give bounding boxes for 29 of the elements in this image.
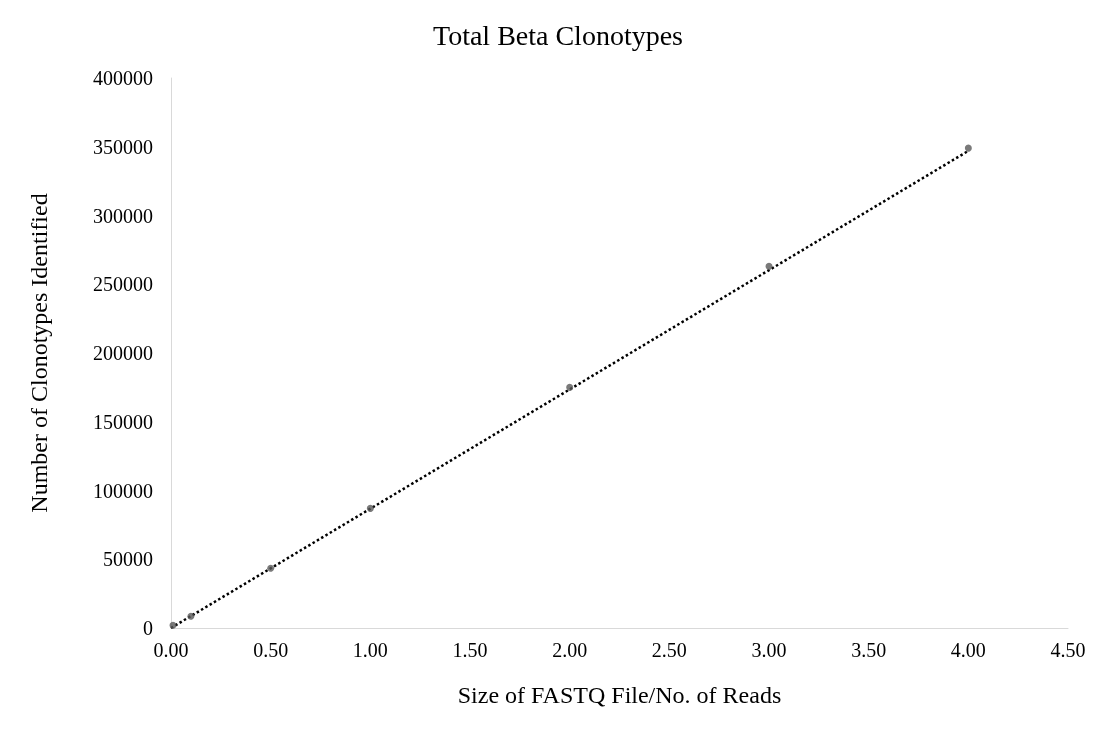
x-tick-label: 4.00 bbox=[950, 639, 986, 661]
chart-title: Total Beta Clonotypes bbox=[432, 19, 684, 51]
y-tick-label: 50000 bbox=[103, 548, 153, 571]
y-axis-title: Number of Clonotypes Identified bbox=[26, 193, 52, 513]
point bbox=[267, 564, 275, 572]
x-tick-label: 3.00 bbox=[751, 639, 787, 661]
x-tick-label: 1.00 bbox=[352, 639, 388, 661]
point bbox=[765, 262, 773, 270]
x-tick-label: 3.50 bbox=[851, 639, 887, 661]
point bbox=[169, 621, 177, 629]
x-axis-title: Size of FASTQ File/No. of Reads bbox=[457, 682, 782, 708]
y-tick-label: 0 bbox=[143, 617, 153, 639]
y-tick-label: 400000 bbox=[93, 67, 153, 89]
x-tick-label: 1.50 bbox=[452, 639, 488, 661]
x-tick-label: 0.50 bbox=[253, 639, 289, 661]
x-tick-label: 2.00 bbox=[552, 639, 588, 661]
y-tick-label: 350000 bbox=[93, 135, 153, 158]
point bbox=[366, 504, 374, 512]
y-tick-label: 200000 bbox=[93, 342, 153, 364]
x-tick-label: 0.00 bbox=[153, 639, 189, 661]
y-tick-label: 100000 bbox=[93, 479, 153, 502]
point bbox=[566, 383, 574, 391]
point bbox=[964, 144, 972, 152]
y-tick-label: 150000 bbox=[93, 410, 153, 433]
y-tick-label: 300000 bbox=[93, 204, 153, 227]
x-tick-label: 4.50 bbox=[1050, 639, 1086, 661]
point bbox=[187, 612, 195, 620]
y-tick-label: 250000 bbox=[93, 273, 153, 296]
x-tick-label: 2.50 bbox=[651, 639, 687, 661]
